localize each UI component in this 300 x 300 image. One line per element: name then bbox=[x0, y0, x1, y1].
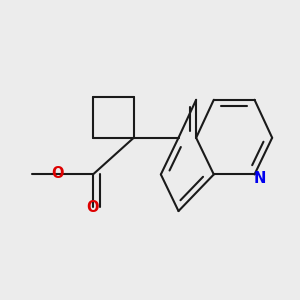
Text: O: O bbox=[87, 200, 99, 214]
Text: N: N bbox=[254, 171, 266, 186]
Text: O: O bbox=[52, 166, 64, 181]
